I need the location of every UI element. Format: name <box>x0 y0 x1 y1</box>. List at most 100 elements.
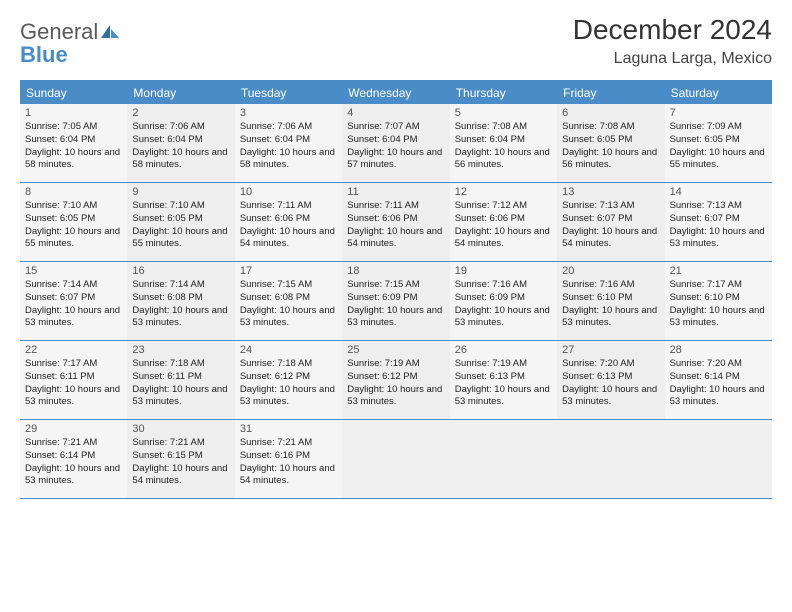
day-number: 9 <box>132 186 229 198</box>
day-number: 22 <box>25 344 122 356</box>
dow-monday: Monday <box>127 82 234 104</box>
week-row: 1Sunrise: 7:05 AMSunset: 6:04 PMDaylight… <box>20 104 772 183</box>
daylight-line: Daylight: 10 hours and 53 minutes. <box>132 384 229 410</box>
sunset-line: Sunset: 6:08 PM <box>132 292 229 305</box>
day-number: 10 <box>240 186 337 198</box>
dow-tuesday: Tuesday <box>235 82 342 104</box>
daylight-line: Daylight: 10 hours and 53 minutes. <box>240 305 337 331</box>
week-row: 29Sunrise: 7:21 AMSunset: 6:14 PMDayligh… <box>20 420 772 499</box>
title-block: December 2024 Laguna Larga, Mexico <box>573 14 772 68</box>
sunrise-line: Sunrise: 7:19 AM <box>347 358 444 371</box>
daylight-line: Daylight: 10 hours and 58 minutes. <box>25 147 122 173</box>
sunrise-line: Sunrise: 7:13 AM <box>670 200 767 213</box>
daylight-line: Daylight: 10 hours and 53 minutes. <box>347 384 444 410</box>
sunrise-line: Sunrise: 7:12 AM <box>455 200 552 213</box>
day-cell: 29Sunrise: 7:21 AMSunset: 6:14 PMDayligh… <box>20 420 127 498</box>
day-cell: 10Sunrise: 7:11 AMSunset: 6:06 PMDayligh… <box>235 183 342 261</box>
sunset-line: Sunset: 6:04 PM <box>25 134 122 147</box>
week-row: 15Sunrise: 7:14 AMSunset: 6:07 PMDayligh… <box>20 262 772 341</box>
day-number: 3 <box>240 107 337 119</box>
sunrise-line: Sunrise: 7:08 AM <box>562 121 659 134</box>
day-number: 29 <box>25 423 122 435</box>
day-number: 17 <box>240 265 337 277</box>
sunset-line: Sunset: 6:06 PM <box>455 213 552 226</box>
day-number: 7 <box>670 107 767 119</box>
sunset-line: Sunset: 6:10 PM <box>670 292 767 305</box>
daylight-line: Daylight: 10 hours and 53 minutes. <box>562 305 659 331</box>
sunset-line: Sunset: 6:10 PM <box>562 292 659 305</box>
day-number: 1 <box>25 107 122 119</box>
day-number: 2 <box>132 107 229 119</box>
daylight-line: Daylight: 10 hours and 53 minutes. <box>455 305 552 331</box>
day-cell <box>557 420 664 498</box>
day-cell: 20 Sunrise: 7:16 AMSunset: 6:10 PMDayligh… <box>557 262 664 340</box>
daylight-line: Daylight: 10 hours and 56 minutes. <box>455 147 552 173</box>
day-number: 20 <box>562 265 659 277</box>
logo-line2: Blue <box>20 43 120 66</box>
dow-sunday: Sunday <box>20 82 127 104</box>
sunset-line: Sunset: 6:12 PM <box>240 371 337 384</box>
day-cell: 3Sunrise: 7:06 AMSunset: 6:04 PMDaylight… <box>235 104 342 182</box>
sunset-line: Sunset: 6:14 PM <box>25 450 122 463</box>
dow-saturday: Saturday <box>665 82 772 104</box>
day-number: 26 <box>455 344 552 356</box>
day-number: 18 <box>347 265 444 277</box>
day-cell: 12Sunrise: 7:12 AMSunset: 6:06 PMDayligh… <box>450 183 557 261</box>
day-cell <box>450 420 557 498</box>
daylight-line: Daylight: 10 hours and 54 minutes. <box>562 226 659 252</box>
day-number: 23 <box>132 344 229 356</box>
sunrise-line: Sunrise: 7:16 AM <box>562 279 659 292</box>
day-number: 12 <box>455 186 552 198</box>
day-number: 5 <box>455 107 552 119</box>
day-cell <box>342 420 449 498</box>
sunrise-line: Sunrise: 7:09 AM <box>670 121 767 134</box>
location-label: Laguna Larga, Mexico <box>573 50 772 68</box>
daylight-line: Daylight: 10 hours and 55 minutes. <box>132 226 229 252</box>
day-number: 30 <box>132 423 229 435</box>
daylight-line: Daylight: 10 hours and 53 minutes. <box>562 384 659 410</box>
sunrise-line: Sunrise: 7:21 AM <box>240 437 337 450</box>
sunrise-line: Sunrise: 7:21 AM <box>25 437 122 450</box>
sunrise-line: Sunrise: 7:18 AM <box>132 358 229 371</box>
daylight-line: Daylight: 10 hours and 53 minutes. <box>455 384 552 410</box>
day-number: 21 <box>670 265 767 277</box>
day-cell: 27Sunrise: 7:20 AMSunset: 6:13 PMDayligh… <box>557 341 664 419</box>
sunrise-line: Sunrise: 7:06 AM <box>132 121 229 134</box>
daylight-line: Daylight: 10 hours and 58 minutes. <box>132 147 229 173</box>
sunset-line: Sunset: 6:04 PM <box>132 134 229 147</box>
sunrise-line: Sunrise: 7:11 AM <box>347 200 444 213</box>
day-cell: 17Sunrise: 7:15 AMSunset: 6:08 PMDayligh… <box>235 262 342 340</box>
logo-line1: General <box>20 20 120 43</box>
weeks-container: 1Sunrise: 7:05 AMSunset: 6:04 PMDaylight… <box>20 104 772 499</box>
day-number: 24 <box>240 344 337 356</box>
sunrise-line: Sunrise: 7:10 AM <box>25 200 122 213</box>
sunset-line: Sunset: 6:06 PM <box>347 213 444 226</box>
sunrise-line: Sunrise: 7:16 AM <box>455 279 552 292</box>
week-row: 8Sunrise: 7:10 AMSunset: 6:05 PMDaylight… <box>20 183 772 262</box>
day-cell: 5Sunrise: 7:08 AMSunset: 6:04 PMDaylight… <box>450 104 557 182</box>
sunrise-line: Sunrise: 7:14 AM <box>25 279 122 292</box>
sunset-line: Sunset: 6:11 PM <box>132 371 229 384</box>
day-cell: 15Sunrise: 7:14 AMSunset: 6:07 PMDayligh… <box>20 262 127 340</box>
day-cell: 31Sunrise: 7:21 AMSunset: 6:16 PMDayligh… <box>235 420 342 498</box>
day-number: 28 <box>670 344 767 356</box>
day-cell: 7Sunrise: 7:09 AMSunset: 6:05 PMDaylight… <box>665 104 772 182</box>
sunset-line: Sunset: 6:04 PM <box>455 134 552 147</box>
day-cell: 9Sunrise: 7:10 AMSunset: 6:05 PMDaylight… <box>127 183 234 261</box>
day-cell: 28Sunrise: 7:20 AMSunset: 6:14 PMDayligh… <box>665 341 772 419</box>
sunset-line: Sunset: 6:05 PM <box>25 213 122 226</box>
logo-sail-icon <box>100 23 120 39</box>
daylight-line: Daylight: 10 hours and 53 minutes. <box>25 384 122 410</box>
sunrise-line: Sunrise: 7:17 AM <box>670 279 767 292</box>
sunset-line: Sunset: 6:07 PM <box>670 213 767 226</box>
daylight-line: Daylight: 10 hours and 53 minutes. <box>670 305 767 331</box>
sunrise-line: Sunrise: 7:06 AM <box>240 121 337 134</box>
day-number: 4 <box>347 107 444 119</box>
sunset-line: Sunset: 6:09 PM <box>347 292 444 305</box>
day-number: 25 <box>347 344 444 356</box>
day-cell: 24Sunrise: 7:18 AMSunset: 6:12 PMDayligh… <box>235 341 342 419</box>
dow-friday: Friday <box>557 82 664 104</box>
day-number: 31 <box>240 423 337 435</box>
day-number: 15 <box>25 265 122 277</box>
sunrise-line: Sunrise: 7:18 AM <box>240 358 337 371</box>
